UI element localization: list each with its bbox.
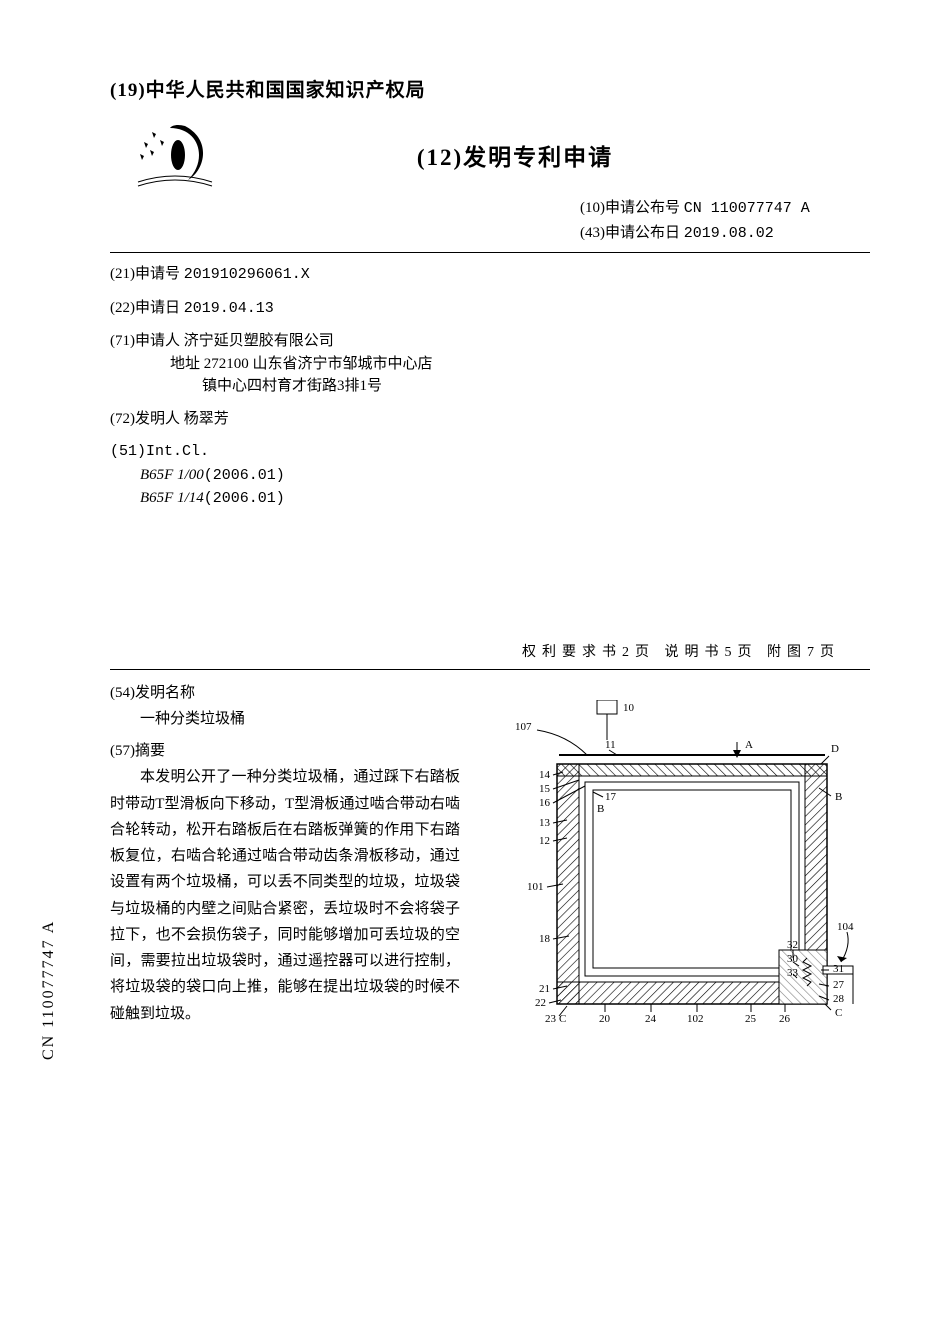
svg-text:16: 16: [539, 797, 551, 809]
pub-no-label: (10)申请公布号: [580, 200, 680, 216]
svg-text:31: 31: [833, 963, 844, 975]
svg-text:27: 27: [833, 979, 845, 991]
svg-text:B: B: [597, 803, 604, 815]
divider-mid: [110, 669, 870, 670]
title-label: (54)发明名称: [110, 680, 460, 706]
applicant-value: 济宁延贝塑胶有限公司: [184, 333, 334, 349]
svg-text:12: 12: [539, 835, 550, 847]
pub-date-label: (43)申请公布日: [580, 225, 680, 241]
side-publication-number: CN 110077747 A: [40, 920, 58, 1060]
applicant-label: (71)申请人: [110, 333, 180, 349]
svg-text:21: 21: [539, 983, 550, 995]
inventor-value: 杨翠芳: [184, 411, 229, 427]
svg-text:20: 20: [599, 1013, 611, 1025]
pub-date-value: 2019.08.02: [684, 225, 774, 242]
authority-line: (19)中华人民共和国国家知识产权局: [110, 75, 870, 102]
svg-text:23: 23: [545, 1013, 557, 1025]
svg-text:28: 28: [833, 993, 845, 1005]
svg-text:B: B: [835, 791, 842, 803]
svg-text:22: 22: [535, 997, 546, 1009]
svg-text:11: 11: [605, 739, 616, 751]
address-line1: 272100 山东省济宁市邹城市中心店: [204, 356, 433, 372]
intcl-1: B65F 1/00: [140, 467, 204, 483]
svg-text:D: D: [831, 743, 839, 755]
app-no-value: 201910296061.X: [184, 266, 310, 283]
svg-text:25: 25: [745, 1013, 757, 1025]
svg-text:18: 18: [539, 933, 551, 945]
figs-pages: 附图7页: [767, 645, 840, 660]
svg-text:32: 32: [787, 939, 798, 951]
divider-top: [110, 252, 870, 253]
address-label: 地址: [170, 356, 200, 372]
svg-text:13: 13: [539, 817, 551, 829]
svg-text:107: 107: [515, 721, 532, 733]
abstract-body: 本发明公开了一种分类垃圾桶，通过踩下右踏板时带动T型滑板向下移动，T型滑板通过啮…: [110, 764, 460, 1027]
svg-text:10: 10: [623, 702, 635, 714]
inventor-label: (72)发明人: [110, 411, 180, 427]
cnipa-logo: [110, 120, 240, 190]
svg-text:26: 26: [779, 1013, 791, 1025]
patent-figure: 10 107 11 A D: [497, 700, 857, 1060]
address-line2: 镇中心四村育才街路3排1号: [202, 378, 382, 394]
svg-text:24: 24: [645, 1013, 657, 1025]
patent-page: (19)中华人民共和国国家知识产权局 (12)发明专利申请: [110, 75, 870, 1060]
app-date-value: 2019.04.13: [184, 300, 274, 317]
intcl-1-ver: (2006.01): [204, 467, 285, 484]
svg-text:C: C: [835, 1007, 842, 1019]
lower-section: (54)发明名称 一种分类垃圾桶 (57)摘要 本发明公开了一种分类垃圾桶，通过…: [110, 680, 870, 1060]
svg-text:101: 101: [527, 881, 544, 893]
desc-pages: 说明书5页: [665, 645, 758, 660]
claims-pages: 权利要求书2页: [522, 645, 655, 660]
svg-text:104: 104: [837, 921, 854, 933]
right-column: 10 107 11 A D: [484, 680, 870, 1060]
app-date-label: (22)申请日: [110, 300, 180, 316]
page-counts: 权利要求书2页 说明书5页 附图7页: [110, 641, 870, 661]
intcl-2-ver: (2006.01): [204, 490, 285, 507]
svg-text:C: C: [559, 1013, 566, 1025]
intcl-label: (51)Int.Cl.: [110, 443, 209, 460]
left-column: (54)发明名称 一种分类垃圾桶 (57)摘要 本发明公开了一种分类垃圾桶，通过…: [110, 680, 460, 1060]
document-type-title: (12)发明专利申请: [240, 138, 870, 172]
intcl-2: B65F 1/14: [140, 490, 204, 506]
svg-text:30: 30: [787, 953, 799, 965]
bibliographic-data: (21)申请号 201910296061.X (22)申请日 2019.04.1…: [110, 263, 870, 511]
svg-text:A: A: [745, 739, 753, 751]
svg-text:102: 102: [687, 1013, 704, 1025]
svg-text:17: 17: [605, 791, 617, 803]
publication-info: (10)申请公布号 CN 110077747 A (43)申请公布日 2019.…: [580, 196, 870, 246]
invention-title: 一种分类垃圾桶: [140, 706, 460, 732]
header-row: (12)发明专利申请: [110, 120, 870, 190]
app-no-label: (21)申请号: [110, 266, 180, 282]
pub-no-value: CN 110077747 A: [684, 200, 810, 217]
svg-text:15: 15: [539, 783, 551, 795]
abstract-label: (57)摘要: [110, 738, 460, 764]
svg-text:14: 14: [539, 769, 551, 781]
